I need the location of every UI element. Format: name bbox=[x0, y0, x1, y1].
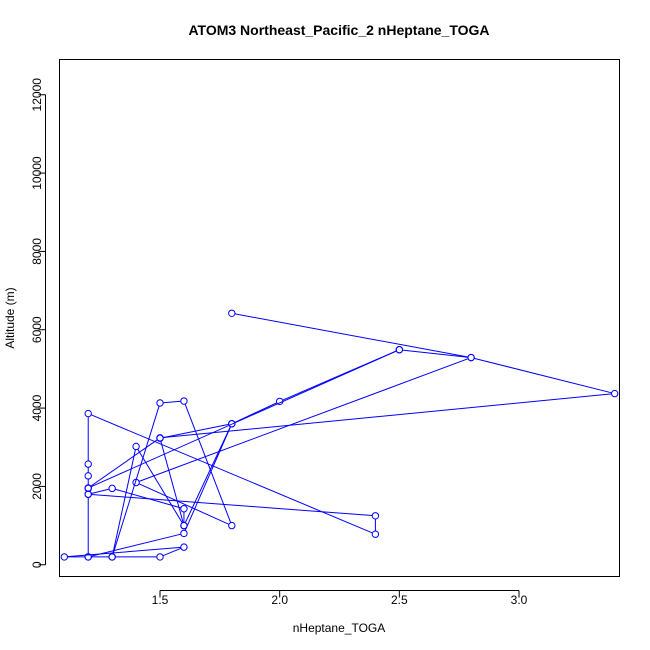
data-point bbox=[84, 472, 92, 480]
y-tick-label: 4000 bbox=[30, 394, 44, 421]
series-segment bbox=[91, 488, 110, 494]
data-point bbox=[156, 399, 164, 407]
data-point bbox=[84, 484, 92, 493]
data-point bbox=[180, 543, 188, 551]
series-segment bbox=[138, 483, 230, 525]
x-tick-label: 2.0 bbox=[271, 593, 288, 607]
x-tick-label: 1.5 bbox=[152, 593, 169, 607]
y-axis-label: Altitude (m) bbox=[3, 287, 17, 348]
data-point bbox=[84, 409, 92, 418]
data-point bbox=[84, 490, 92, 498]
series-segment bbox=[90, 439, 158, 487]
series-segment bbox=[91, 493, 373, 517]
data-point bbox=[84, 460, 92, 468]
data-point bbox=[395, 346, 404, 354]
series-segment bbox=[402, 349, 468, 358]
series-segment bbox=[91, 533, 181, 557]
data-point bbox=[84, 553, 92, 561]
series-layer bbox=[60, 309, 619, 561]
data-point bbox=[156, 553, 164, 561]
chart-title: ATOM3 Northeast_Pacific_2 nHeptane_TOGA bbox=[188, 22, 489, 38]
x-axis-label: nHeptane_TOGA bbox=[293, 621, 386, 635]
series-segment bbox=[474, 357, 612, 394]
data-point bbox=[467, 353, 475, 362]
series-segment bbox=[90, 350, 397, 488]
series-segment bbox=[234, 402, 277, 423]
series-segment bbox=[137, 448, 183, 524]
series-segment bbox=[67, 546, 181, 558]
series-segment bbox=[163, 393, 612, 439]
series-segment bbox=[184, 426, 231, 531]
data-point bbox=[228, 420, 236, 428]
data-point bbox=[228, 521, 236, 530]
series-segment bbox=[282, 350, 397, 401]
x-tick-label: 2.5 bbox=[391, 593, 408, 607]
y-tick-label: 2000 bbox=[30, 473, 44, 500]
plot-area bbox=[59, 59, 620, 577]
data-point bbox=[132, 442, 140, 451]
data-point bbox=[156, 434, 164, 442]
data-point bbox=[180, 521, 188, 530]
series-segment bbox=[184, 426, 231, 523]
data-point bbox=[108, 553, 116, 561]
data-point bbox=[275, 397, 284, 406]
data-point bbox=[108, 484, 116, 493]
data-point bbox=[180, 505, 188, 513]
data-point bbox=[180, 397, 188, 405]
data-point bbox=[132, 478, 140, 487]
series-segment bbox=[162, 547, 182, 557]
x-ticks: 1.5 2.0 2.5 3.0 bbox=[152, 590, 528, 607]
y-tick-label: 8000 bbox=[30, 238, 44, 265]
y-tick-label: 12000 bbox=[30, 78, 44, 112]
x-tick-label: 3.0 bbox=[511, 593, 528, 607]
data-point bbox=[180, 529, 188, 538]
y-tick-label: 6000 bbox=[30, 316, 44, 343]
data-point bbox=[371, 512, 380, 520]
series-segment bbox=[90, 414, 373, 534]
data-point bbox=[371, 530, 380, 538]
series-segment bbox=[112, 405, 160, 555]
series-segment bbox=[163, 423, 229, 439]
data-point bbox=[60, 553, 68, 561]
data-point bbox=[611, 389, 619, 398]
series-segment bbox=[138, 358, 469, 482]
series-segment bbox=[160, 441, 184, 523]
series-segment bbox=[112, 449, 136, 554]
series-segment bbox=[234, 313, 469, 358]
y-tick-label: 10000 bbox=[30, 156, 44, 190]
y-tick-label: 0 bbox=[30, 561, 44, 568]
series-segment bbox=[163, 400, 181, 404]
data-point bbox=[228, 309, 236, 317]
y-ticks: 0 2000 4000 6000 8000 10000 12000 bbox=[30, 78, 46, 568]
